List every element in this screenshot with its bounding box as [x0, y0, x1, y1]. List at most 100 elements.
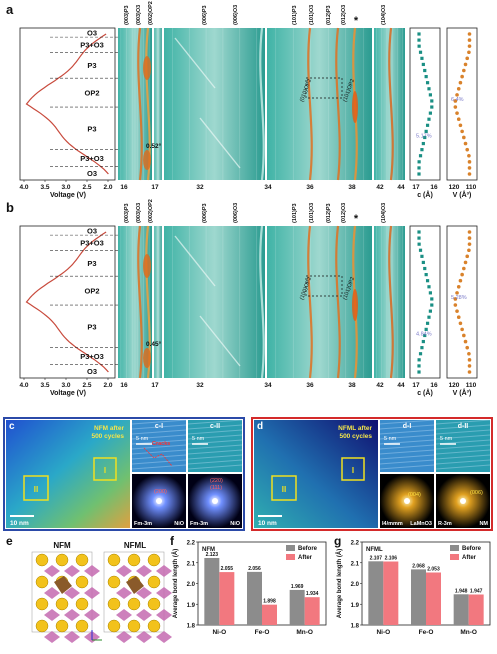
region-box-label: I — [104, 466, 106, 475]
shift-annotation: 0.45° — [146, 340, 162, 348]
hrtem-zoom — [380, 420, 434, 472]
zoom-scale-label: 5 nm — [192, 436, 205, 442]
v-point — [460, 129, 464, 134]
phase-label: P3 — [87, 259, 96, 268]
v-axis-label: V (Å³) — [453, 388, 472, 397]
voltage-plot-frame — [19, 27, 116, 181]
legend-label: Before — [462, 546, 482, 552]
legend-swatch — [450, 554, 459, 560]
chart-title: NFM — [202, 547, 215, 553]
two-theta-tick-label: 36 — [306, 184, 314, 191]
bar-after — [383, 561, 399, 625]
bar-after — [304, 597, 320, 625]
v-point — [458, 321, 463, 326]
c-point — [420, 346, 424, 350]
fft-center — [156, 498, 162, 504]
fft-spot-label: (220) — [210, 478, 223, 484]
na-atom — [35, 553, 49, 567]
fft-phase-label: NiO — [174, 521, 185, 527]
voltage-tick-label: 2.5 — [82, 382, 91, 389]
bar-before — [247, 571, 262, 625]
reflection-label: (104)O3 — [381, 203, 387, 223]
panel-letter: e — [6, 534, 13, 548]
v-point — [467, 351, 471, 356]
c-tick: 16 — [430, 184, 438, 191]
c-point — [428, 93, 432, 97]
panel-letter: g — [334, 534, 341, 548]
v-point — [467, 38, 472, 42]
tm-octahedron — [136, 565, 152, 577]
crack-trace — [143, 447, 173, 467]
panel-f-bar-chart: f NFM 1.8 1.9 2.0 2.1 2.2 Average bond length (… — [170, 534, 327, 636]
bar-before — [411, 569, 426, 625]
voltage-curve — [25, 33, 109, 175]
c-point — [427, 87, 431, 91]
v-plot-frame — [446, 225, 478, 379]
bar-value-label: 1.934 — [306, 591, 319, 597]
v-point — [467, 32, 472, 36]
c-point — [417, 236, 421, 240]
c-point — [420, 254, 424, 258]
v-point — [462, 135, 466, 140]
lattice-fringe — [435, 454, 491, 460]
two-theta-tick-label: 42 — [376, 382, 384, 389]
bar-after — [219, 572, 235, 625]
tm-octahedron — [156, 565, 172, 577]
c-point — [430, 297, 434, 301]
v-point — [463, 62, 468, 67]
scale-label: 10 nm — [10, 520, 29, 527]
lattice-fringe — [187, 449, 243, 455]
na-atom — [107, 619, 121, 633]
two-theta-tick-label: 34 — [264, 184, 272, 191]
bar-value-label: 2.056 — [248, 566, 261, 572]
bar-before — [204, 557, 220, 625]
contour-segment — [164, 226, 265, 378]
two-theta-tick-label: 17 — [151, 184, 159, 191]
fft-spot-label: (006) — [470, 490, 483, 496]
structure-label: NFML — [124, 541, 146, 550]
lattice-fringe — [379, 464, 435, 470]
panel-letter: d — [257, 421, 263, 432]
phase-label: OP2 — [84, 89, 99, 98]
image-caption: 500 cycles — [339, 433, 372, 440]
reflection-label: (012)P3 — [326, 203, 332, 223]
two-theta-tick-label: 38 — [348, 184, 356, 191]
v-point — [467, 248, 471, 253]
tm-octahedron — [64, 609, 80, 621]
na-atom — [127, 619, 141, 633]
v-point — [462, 266, 466, 271]
bar-value-label: 2.055 — [221, 566, 234, 572]
v-point — [467, 166, 472, 170]
zoom-label: d-I — [403, 423, 412, 430]
v-point — [455, 291, 459, 295]
c-point — [424, 75, 428, 79]
reflection-label: (101)P3 — [292, 203, 298, 223]
c-point — [423, 266, 427, 271]
lattice-fringe — [435, 419, 491, 425]
na-atom — [55, 597, 69, 611]
two-theta-tick-label: 42 — [376, 184, 384, 191]
na-atom — [107, 597, 121, 611]
na-atom — [147, 553, 161, 567]
panel-g-bar-chart: g NFML 1.8 1.9 2.0 2.1 2.2 Average bond length … — [334, 534, 491, 636]
lattice-fringe — [435, 459, 491, 465]
c-point — [425, 123, 430, 127]
reflection-trace — [137, 225, 143, 379]
tm-octahedron — [44, 587, 60, 599]
reflection-label: (101)P3 — [292, 5, 298, 25]
fft-center — [212, 498, 218, 504]
voltage-tick-label: 2.0 — [103, 184, 112, 191]
highlight-octahedron — [54, 576, 72, 594]
c-point — [424, 129, 428, 133]
fft-phase-label: Fm-3m — [190, 521, 208, 527]
intensity-peak — [352, 91, 358, 124]
v-point — [467, 44, 472, 48]
bar-value-label: 1.969 — [291, 584, 304, 590]
lattice-fringe — [435, 424, 491, 430]
p3-streak — [174, 235, 241, 367]
reflection-label: (003)P3 — [124, 5, 130, 25]
phase-label: P3+O3 — [80, 154, 104, 163]
